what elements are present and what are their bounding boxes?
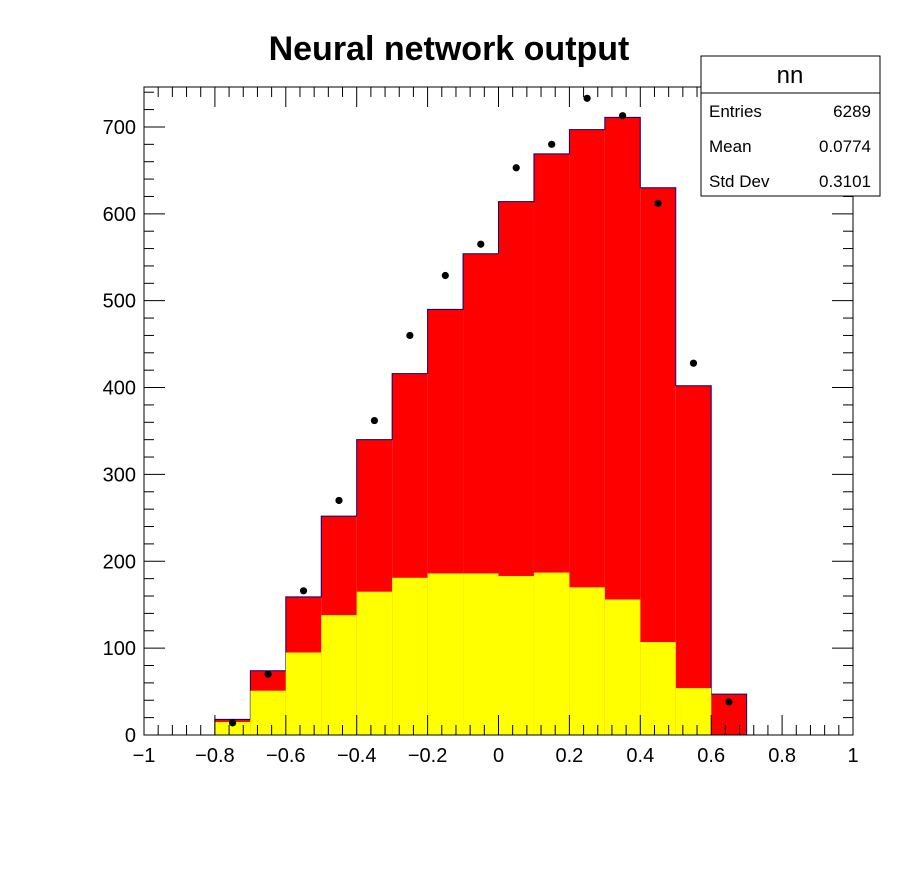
- bar-bottom: [392, 577, 428, 735]
- x-tick-label: −0.2: [408, 745, 447, 767]
- x-tick-label: 0: [493, 745, 504, 767]
- bar-bottom: [285, 652, 322, 735]
- data-marker: [406, 331, 414, 340]
- bar-bottom: [463, 573, 499, 735]
- stats-mean-label: Mean: [709, 137, 752, 156]
- chart-title: Neural network output: [269, 30, 630, 68]
- stats-box-frame: [700, 55, 881, 197]
- x-tick-label: −1: [133, 745, 156, 767]
- y-tick-label: 200: [103, 551, 136, 573]
- data-marker: [725, 698, 733, 706]
- data-marker: [689, 359, 698, 367]
- x-tick-label: 0.8: [768, 745, 796, 767]
- histogram-bars: [144, 116, 853, 736]
- data-marker: [548, 140, 556, 148]
- data-marker: [583, 94, 591, 102]
- bar-bottom: [604, 599, 641, 735]
- bar-total: [675, 385, 712, 735]
- data-marker: [370, 416, 379, 425]
- bar-bottom: [498, 576, 534, 735]
- x-tick-label: 0.6: [697, 745, 725, 767]
- x-tick-label: −0.8: [195, 745, 234, 767]
- data-marker: [299, 587, 308, 595]
- bar-bottom: [675, 688, 712, 735]
- bar-bottom: [569, 587, 605, 735]
- y-tick-label: 100: [103, 638, 136, 660]
- x-tick-label: 0.2: [555, 745, 583, 767]
- axis-ticks: [143, 87, 854, 736]
- data-marker: [335, 496, 343, 505]
- x-axis-tick-labels: −1 −0.8 −0.6 −0.4 −0.2 0 0.2 0.4 0.6 0.8 1: [133, 745, 859, 767]
- data-marker: [654, 199, 662, 207]
- data-markers: [229, 94, 733, 727]
- x-tick-label: 1: [847, 745, 858, 767]
- x-tick-label: −0.4: [337, 745, 376, 767]
- y-tick-label: 700: [103, 117, 136, 139]
- stats-stddev-label: Std Dev: [709, 172, 770, 191]
- stats-box: nn Entries 6289 Mean 0.0774 Std Dev 0.31…: [700, 55, 881, 197]
- data-marker: [477, 240, 485, 248]
- y-tick-label: 0: [125, 725, 136, 747]
- stats-entries-label: Entries: [709, 102, 762, 121]
- x-tick-label: −0.6: [266, 745, 305, 767]
- bar-bottom: [640, 642, 676, 735]
- stats-box-title: nn: [777, 62, 804, 89]
- data-marker: [512, 164, 520, 172]
- y-tick-label: 500: [103, 291, 136, 313]
- bar-total-outline: [214, 116, 748, 735]
- data-marker: [264, 670, 272, 678]
- bar-bottom: [214, 721, 251, 735]
- y-tick-label: 300: [103, 464, 136, 486]
- data-marker: [618, 112, 627, 120]
- y-axis-tick-labels: 0 100 200 300 400 500 600 700: [103, 117, 136, 747]
- data-marker: [441, 271, 449, 280]
- stats-mean-value: 0.0774: [819, 137, 871, 156]
- stats-stddev-value: 0.3101: [819, 172, 871, 191]
- bar-bottom: [250, 690, 286, 735]
- bar-bottom: [321, 615, 357, 735]
- y-tick-label: 600: [103, 204, 136, 226]
- bar-bottom: [533, 572, 570, 735]
- y-tick-label: 400: [103, 378, 136, 400]
- stats-entries-value: 6289: [833, 102, 871, 121]
- x-tick-label: 0.4: [626, 745, 654, 767]
- bar-bottom: [356, 591, 393, 735]
- data-marker: [229, 719, 237, 727]
- bar-bottom: [427, 573, 464, 735]
